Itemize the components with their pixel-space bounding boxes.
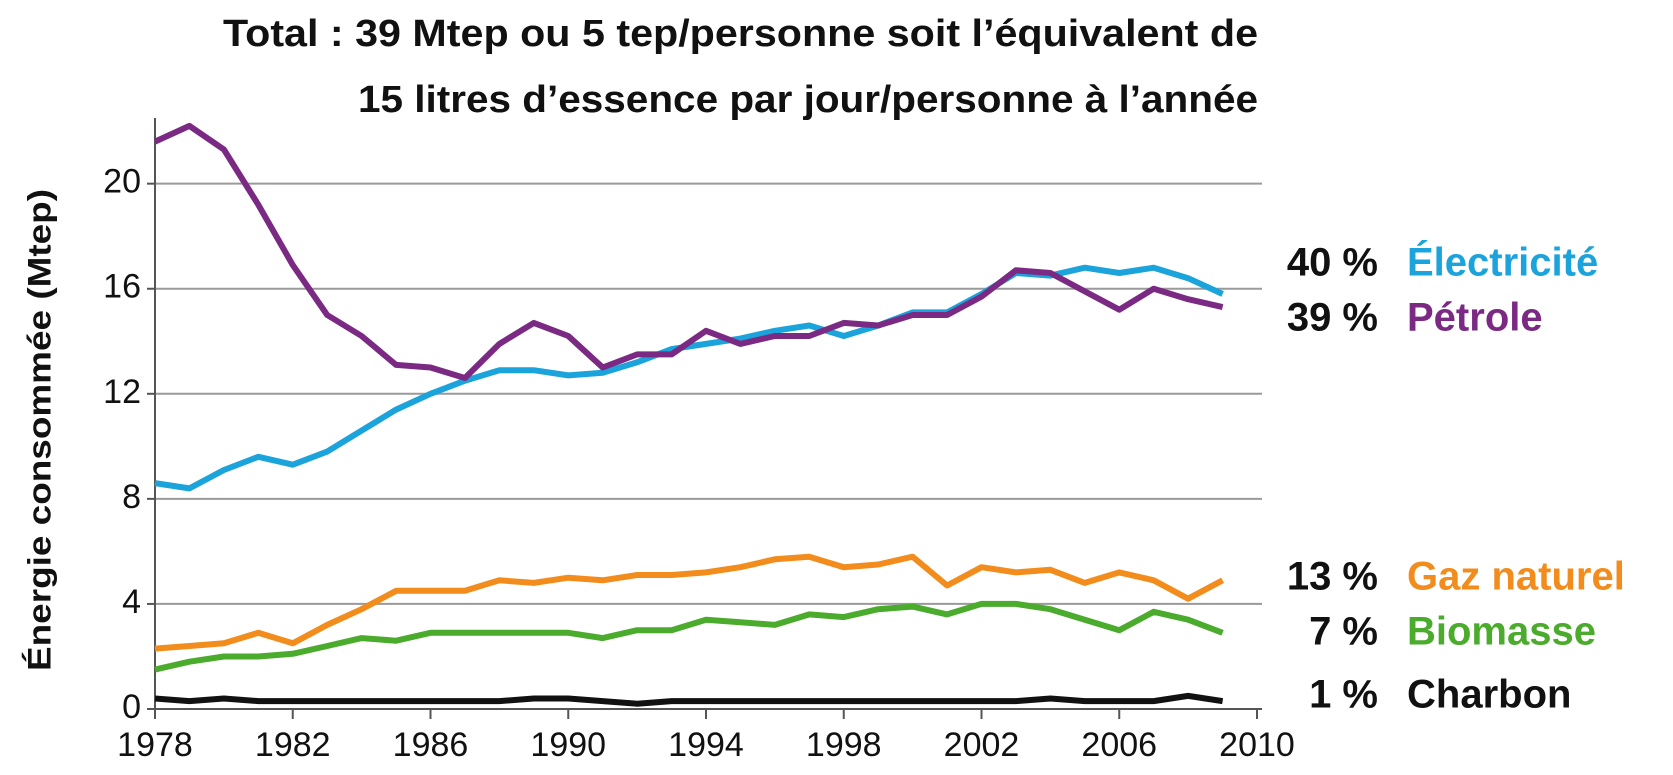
series-line <box>153 122 1224 381</box>
chart-subtitle: 15 litres d’essence par jour/personne à … <box>358 79 1258 121</box>
share-label: 1 % <box>1309 673 1378 717</box>
x-tick-label: 2006 <box>1081 726 1157 764</box>
x-tick-label: 1982 <box>255 726 331 764</box>
x-tick-label: 1994 <box>668 726 744 764</box>
y-tick-label: 4 <box>122 583 141 621</box>
share-label: 13 % <box>1287 555 1378 599</box>
x-tick-label: 1986 <box>393 726 469 764</box>
x-tick-label: 2002 <box>944 726 1020 764</box>
legend-label: Pétrole <box>1407 296 1543 340</box>
y-tick-label: 16 <box>103 268 141 306</box>
x-tick-label: 1990 <box>530 726 606 764</box>
x-tick-label: 2010 <box>1219 726 1295 764</box>
share-label: 39 % <box>1287 296 1378 340</box>
y-tick-label: 0 <box>122 688 141 726</box>
series-line <box>154 600 1224 673</box>
y-tick-label: 12 <box>103 373 141 411</box>
legend-label: Électricité <box>1407 240 1598 285</box>
share-label: 40 % <box>1287 241 1378 285</box>
legend-label: Charbon <box>1407 673 1571 717</box>
series-line <box>154 692 1224 707</box>
legend-label: Biomasse <box>1407 610 1596 654</box>
chart-title: Total : 39 Mtep ou 5 tep/personne soit l… <box>223 13 1258 55</box>
x-tick-label: 1978 <box>117 726 193 764</box>
share-label: 7 % <box>1309 610 1378 654</box>
legend-label: Gaz naturel <box>1407 555 1625 599</box>
x-tick-label: 1998 <box>806 726 882 764</box>
y-tick-label: 20 <box>103 163 141 201</box>
y-tick-label: 8 <box>122 478 141 516</box>
series-line <box>154 553 1225 652</box>
y-axis-label: Énergie consommée (Mtep) <box>21 189 57 671</box>
